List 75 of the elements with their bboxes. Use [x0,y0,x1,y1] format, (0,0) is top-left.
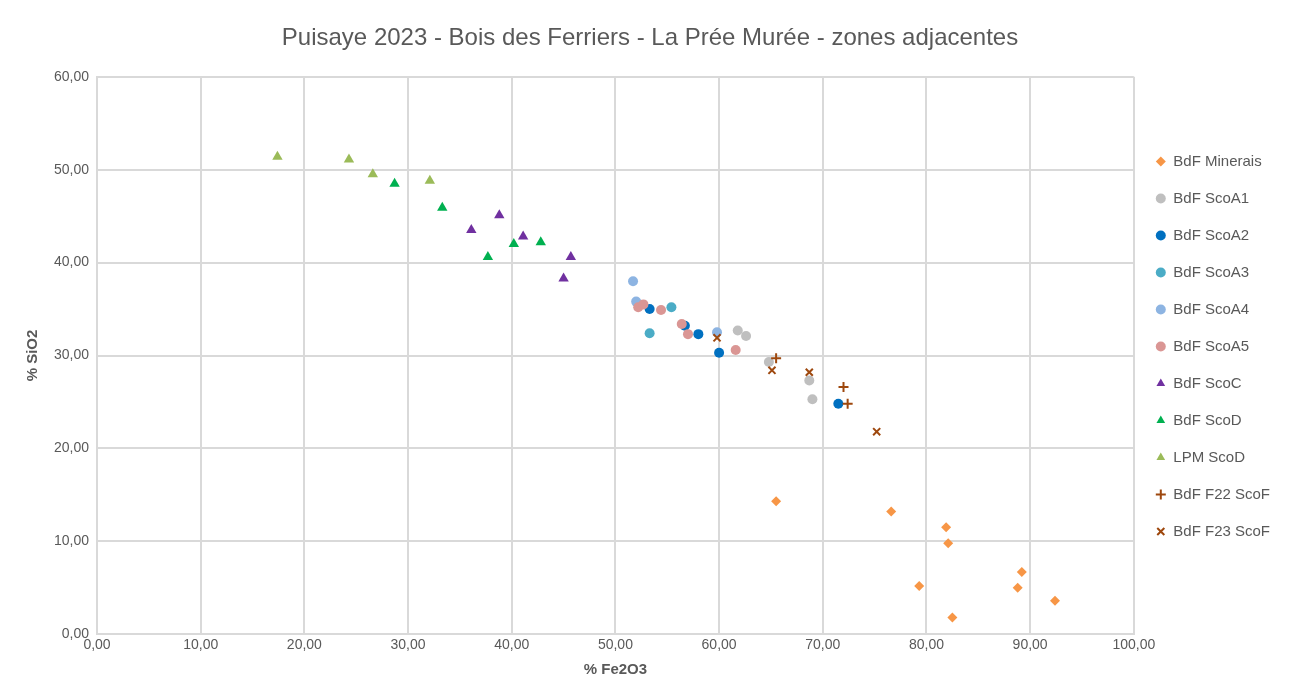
point [644,304,655,315]
legend-label: BdF F23 ScoF [1173,521,1270,539]
legend-label: BdF ScoA2 [1173,225,1250,243]
point [947,612,958,623]
point [565,251,577,261]
y-tick-label: 60,00 [53,67,90,84]
point [656,304,667,315]
point [517,230,529,240]
x-tick-label: 90,00 [1012,636,1048,653]
y-tick-label: 20,00 [53,439,90,456]
x-tick-label: 50,00 [597,636,634,653]
y-tick-label: 10,00 [53,532,90,549]
legend-label: BdF ScoA1 [1173,188,1250,206]
point [872,427,882,437]
point [644,328,655,339]
x-tick-label: 100,00 [1112,636,1156,653]
point [914,580,925,591]
point [558,272,569,282]
point [732,325,743,336]
y-tick-label: 50,00 [53,160,90,177]
point [682,329,693,340]
point [771,496,782,507]
point [367,168,379,178]
point [482,251,494,261]
point [628,276,639,287]
legend-label: BdF ScoA3 [1173,262,1250,280]
point [804,375,815,386]
legend-label: BdF ScoD [1173,410,1242,428]
legend-label: BdF F22 ScoF [1173,484,1270,502]
legend-label: BdF ScoC [1173,373,1242,391]
point [1050,595,1060,606]
point [886,506,897,517]
point [343,153,355,163]
y-tick-label: 40,00 [53,253,90,270]
point [466,224,477,234]
x-tick-label: 20,00 [286,636,323,653]
x-tick-label: 70,00 [805,636,841,653]
point [941,522,952,533]
legend-label: BdF Minerais [1173,151,1262,169]
x-tick-label: 40,00 [494,636,530,653]
point [693,329,704,340]
x-tick-label: 30,00 [390,636,426,653]
point [763,357,774,367]
point [714,347,725,358]
point [770,352,783,365]
point [389,177,400,187]
point [712,333,722,343]
x-tick-label: 80,00 [908,636,945,653]
point [741,330,752,341]
point [767,365,777,375]
point [807,394,818,405]
point [494,209,505,219]
point [804,367,814,377]
point [666,302,677,313]
y-tick-label: 30,00 [53,346,90,363]
point [1016,566,1027,577]
point [833,398,844,409]
point [943,538,954,549]
legend-label: BdF ScoA5 [1173,336,1250,354]
legend-label: LPM ScoD [1173,447,1246,465]
point [437,201,448,211]
point [535,236,546,246]
legend-label: BdF ScoA4 [1173,299,1250,317]
point [730,344,741,355]
x-axis-title: % Fe2O3 [583,660,648,678]
point [1012,582,1023,593]
y-axis-title: % SiO2 [23,329,41,382]
chart-title: Puisaye 2023 - Bois des Ferriers - La Prée Murée - zones adjacentes [281,23,1019,51]
point [841,397,854,410]
x-tick-label: 10,00 [183,636,219,653]
point [272,150,283,160]
point [424,174,436,184]
point [508,238,520,248]
point [638,299,649,310]
x-tick-label: 60,00 [701,636,737,653]
